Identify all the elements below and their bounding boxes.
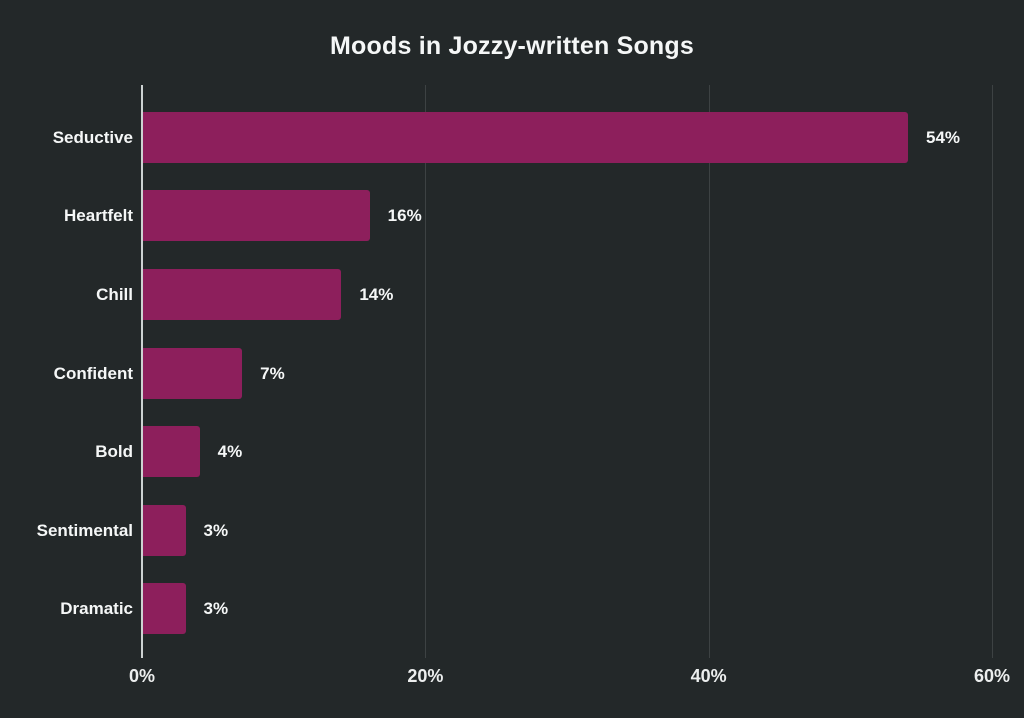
bar [143,347,243,399]
value-label: 3% [203,520,229,540]
bar [143,111,908,163]
bar [143,426,200,478]
bar [143,269,342,320]
value-label: 7% [260,363,285,383]
x-gridline [425,85,427,658]
y-axis-line [141,85,143,658]
category-label: Bold [95,442,133,462]
bar [143,190,370,242]
value-label: 14% [359,285,394,304]
x-gridline [708,85,710,658]
value-label: 54% [926,127,961,147]
chart-title: Moods in Jozzy-written Songs [330,32,694,60]
bar [143,504,186,556]
value-label: 4% [217,442,243,462]
bar [143,583,186,635]
category-label: Dramatic [60,599,133,619]
category-label: Sentimental [36,520,133,540]
value-label: 16% [387,206,422,226]
category-label: Confident [53,363,133,383]
value-label: 3% [203,599,229,619]
category-label: Chill [96,285,133,304]
x-tick-label: 60% [973,666,1011,686]
x-tick-label: 40% [690,666,727,686]
x-gridline [992,85,993,658]
category-label: Heartfelt [64,206,133,226]
category-label: Seductive [52,127,133,147]
x-tick-label: 20% [407,666,444,686]
x-tick-label: 0% [128,666,156,686]
